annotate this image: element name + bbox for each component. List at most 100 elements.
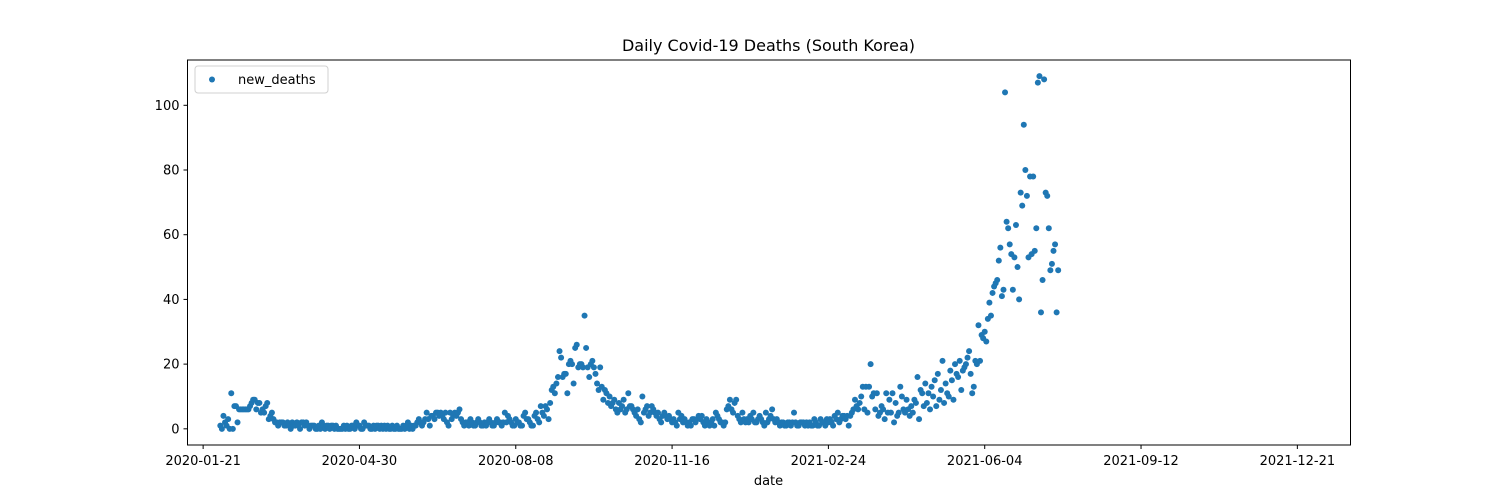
data-point: [218, 425, 225, 432]
data-point: [883, 390, 890, 397]
data-point: [431, 416, 438, 423]
data-point: [947, 367, 954, 374]
data-point: [658, 419, 665, 426]
data-point: [1012, 222, 1019, 228]
data-point: [1039, 277, 1046, 283]
data-point: [220, 412, 227, 419]
y-tick-label: 20: [163, 358, 180, 373]
data-point: [583, 344, 590, 351]
data-point: [634, 406, 641, 413]
data-point: [998, 293, 1005, 300]
data-point: [1045, 225, 1052, 232]
data-point: [1017, 189, 1024, 196]
data-point: [1034, 79, 1041, 86]
data-point: [1020, 121, 1027, 128]
data-point: [981, 328, 988, 335]
data-point: [625, 390, 632, 397]
data-point: [564, 390, 571, 397]
data-point: [522, 409, 529, 416]
data-point: [228, 390, 235, 397]
x-tick-label: 2021-02-24: [791, 454, 867, 469]
data-point: [733, 396, 740, 403]
data-point: [930, 393, 937, 400]
data-point: [975, 322, 982, 329]
data-point: [872, 406, 879, 413]
data-point: [558, 354, 565, 361]
data-point: [922, 380, 929, 387]
x-axis-label: date: [754, 474, 783, 489]
data-point: [637, 419, 644, 426]
data-point: [1000, 286, 1007, 293]
data-point: [1005, 225, 1012, 232]
data-point: [1047, 267, 1054, 274]
data-point: [545, 416, 552, 423]
data-point: [925, 390, 932, 397]
data-point: [891, 419, 898, 426]
data-point: [553, 380, 560, 387]
data-point: [726, 396, 733, 403]
data-point: [711, 422, 718, 429]
data-point: [769, 406, 776, 413]
data-point: [927, 406, 934, 413]
data-point: [892, 399, 899, 406]
data-point: [590, 364, 597, 371]
y-tick-label: 40: [163, 293, 180, 308]
data-point: [969, 390, 976, 397]
data-point: [830, 422, 837, 429]
data-point: [589, 357, 596, 364]
data-point: [887, 409, 894, 416]
data-point: [423, 409, 430, 416]
data-point: [948, 377, 955, 384]
data-point: [934, 370, 941, 377]
data-point: [886, 396, 893, 403]
data-point: [698, 412, 705, 419]
data-point: [866, 383, 873, 390]
data-point: [936, 396, 943, 403]
data-point: [655, 409, 662, 416]
data-point: [916, 416, 923, 423]
data-point: [537, 403, 544, 410]
data-point: [851, 396, 858, 403]
data-point: [1041, 76, 1048, 83]
data-point: [898, 393, 905, 400]
data-point: [923, 399, 930, 406]
data-point: [644, 403, 651, 410]
data-point: [845, 422, 852, 429]
x-tick-label: 2021-09-12: [1103, 454, 1179, 469]
data-point: [547, 399, 554, 406]
data-point: [1019, 202, 1026, 209]
data-point: [994, 277, 1001, 283]
data-point: [261, 409, 268, 416]
data-point: [544, 406, 551, 413]
data-point: [1022, 167, 1029, 173]
y-tick-label: 100: [155, 99, 180, 114]
legend-marker: [209, 76, 215, 83]
data-point: [687, 422, 694, 429]
data-point: [611, 396, 618, 403]
x-tick-label: 2021-06-04: [947, 454, 1023, 469]
data-point: [456, 406, 463, 413]
data-point: [945, 393, 952, 400]
data-point: [529, 422, 536, 429]
data-point: [1036, 73, 1043, 80]
data-point: [1030, 173, 1037, 180]
data-point: [952, 361, 959, 368]
data-point: [967, 370, 974, 377]
data-point: [966, 348, 973, 355]
data-point: [234, 419, 241, 426]
data-point: [909, 409, 916, 416]
data-point: [791, 409, 798, 416]
data-point: [536, 419, 543, 426]
data-point: [873, 390, 880, 397]
data-point: [619, 403, 626, 410]
data-point: [709, 416, 716, 423]
x-tick-label: 2020-04-30: [322, 454, 398, 469]
x-tick-label: 2021-12-21: [1260, 454, 1336, 469]
data-point: [556, 348, 563, 355]
data-point: [225, 416, 232, 423]
data-point: [895, 409, 902, 416]
data-point: [864, 409, 871, 416]
y-axis-ticks: 0 20 40 60 80 100: [155, 99, 188, 437]
data-point: [264, 399, 271, 406]
